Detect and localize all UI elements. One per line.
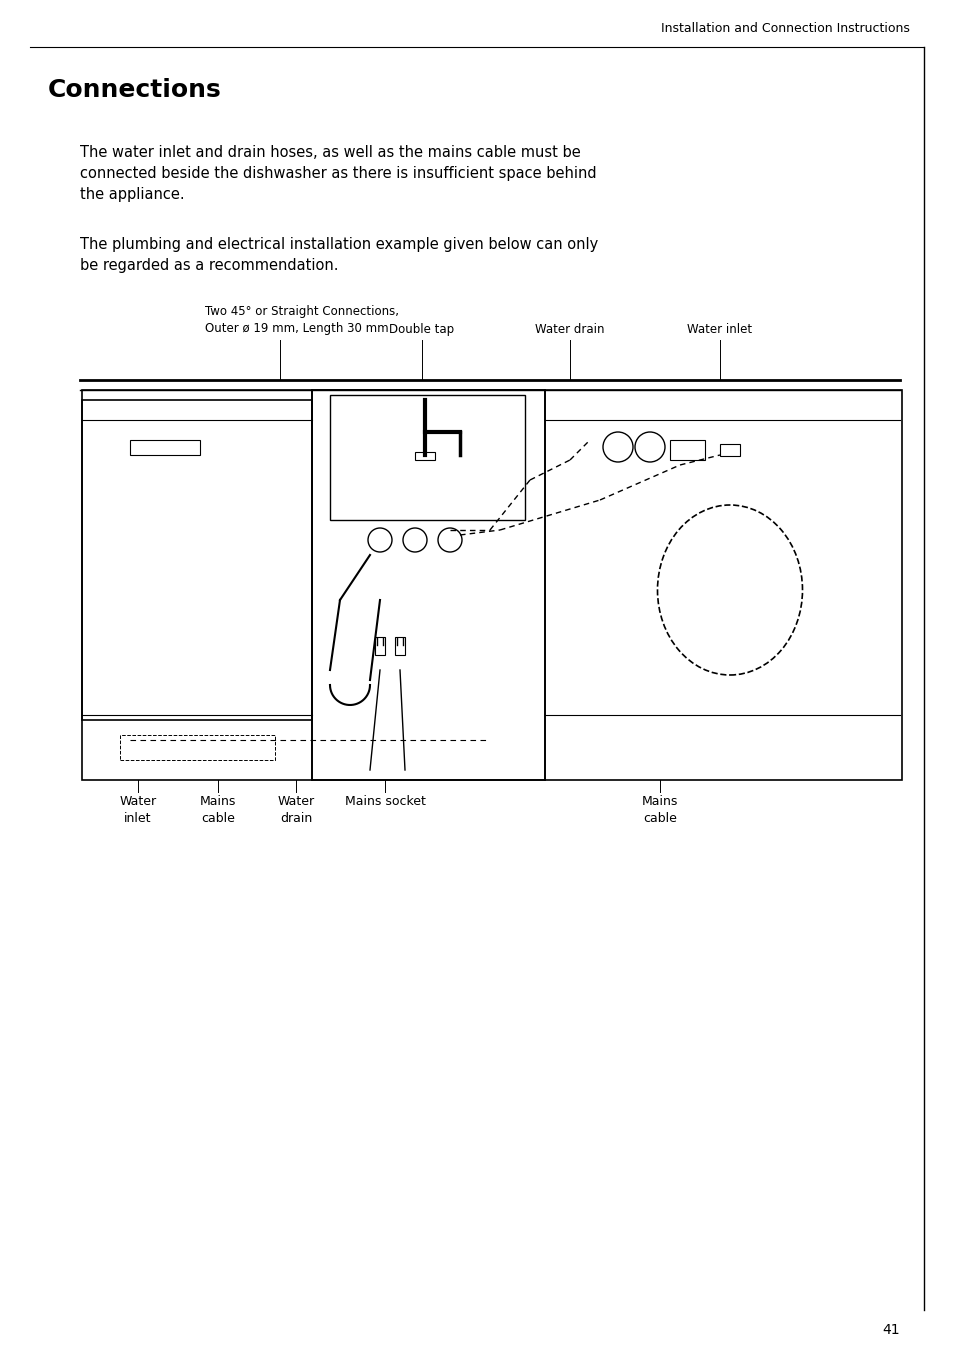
Text: Mains socket: Mains socket — [344, 795, 425, 808]
Text: Connections: Connections — [48, 78, 221, 101]
Text: The plumbing and electrical installation example given below can only
be regarde: The plumbing and electrical installation… — [80, 237, 598, 273]
Bar — [82, 389, 901, 780]
Text: The water inlet and drain hoses, as well as the mains cable must be
connected be: The water inlet and drain hoses, as well… — [80, 145, 596, 201]
Bar — [330, 395, 524, 521]
Bar — [82, 400, 312, 721]
Text: Double tap: Double tap — [389, 323, 454, 337]
Text: Water inlet: Water inlet — [687, 323, 752, 337]
Bar — [415, 452, 435, 460]
Text: Water drain: Water drain — [535, 323, 604, 337]
Bar — [669, 439, 704, 460]
Bar — [130, 439, 200, 456]
Text: Installation and Connection Instructions: Installation and Connection Instructions — [660, 22, 909, 35]
Bar — [395, 637, 405, 654]
Bar — [120, 735, 274, 760]
Text: Two 45° or Straight Connections,
Outer ø 19 mm, Length 30 mm: Two 45° or Straight Connections, Outer ø… — [205, 306, 398, 335]
Bar — [375, 637, 385, 654]
Text: Mains
cable: Mains cable — [641, 795, 678, 825]
Bar — [312, 389, 544, 780]
Bar — [720, 443, 740, 456]
Text: Water
drain: Water drain — [277, 795, 314, 825]
Text: Mains
cable: Mains cable — [199, 795, 236, 825]
Text: 41: 41 — [882, 1324, 899, 1337]
Text: Water
inlet: Water inlet — [119, 795, 156, 825]
